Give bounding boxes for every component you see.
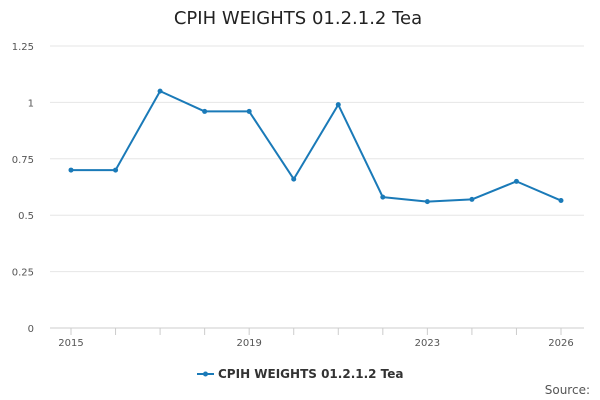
chart-title: CPIH WEIGHTS 01.2.1.2 Tea — [174, 8, 422, 29]
data-point[interactable] — [469, 196, 475, 202]
y-tick-label: 1 — [28, 98, 34, 109]
y-axis-ticks: 0 0.25 0.5 0.75 1 1.25 — [12, 42, 34, 335]
y-tick-label: 0.75 — [12, 155, 34, 166]
series-line — [71, 90, 562, 203]
data-point[interactable] — [558, 198, 564, 204]
data-point[interactable] — [291, 176, 297, 182]
x-tick-label: 2019 — [236, 338, 261, 349]
series-group — [68, 88, 564, 205]
x-axis-ticks: 2015 2019 2023 2026 — [58, 328, 574, 349]
data-point[interactable] — [157, 88, 163, 94]
y-tick-label: 0.5 — [18, 211, 34, 222]
data-point[interactable] — [246, 108, 252, 114]
data-point[interactable] — [202, 108, 208, 114]
x-tick-label: 2023 — [415, 338, 440, 349]
source-label: Source: — [545, 383, 590, 397]
data-point[interactable] — [335, 102, 341, 108]
gridlines — [50, 45, 584, 273]
y-tick-label: 0 — [28, 324, 34, 335]
x-tick-label: 2026 — [548, 338, 573, 349]
legend-label: CPIH WEIGHTS 01.2.1.2 Tea — [218, 367, 404, 381]
data-point[interactable] — [68, 167, 74, 173]
data-point[interactable] — [113, 167, 119, 173]
y-tick-label: 1.25 — [12, 42, 34, 53]
legend[interactable]: CPIH WEIGHTS 01.2.1.2 Tea — [197, 367, 404, 381]
data-point[interactable] — [424, 199, 430, 205]
y-tick-label: 0.25 — [12, 268, 34, 279]
data-point[interactable] — [513, 178, 519, 184]
data-point[interactable] — [380, 194, 386, 200]
x-tick-label: 2015 — [58, 338, 83, 349]
legend-marker — [203, 371, 208, 377]
